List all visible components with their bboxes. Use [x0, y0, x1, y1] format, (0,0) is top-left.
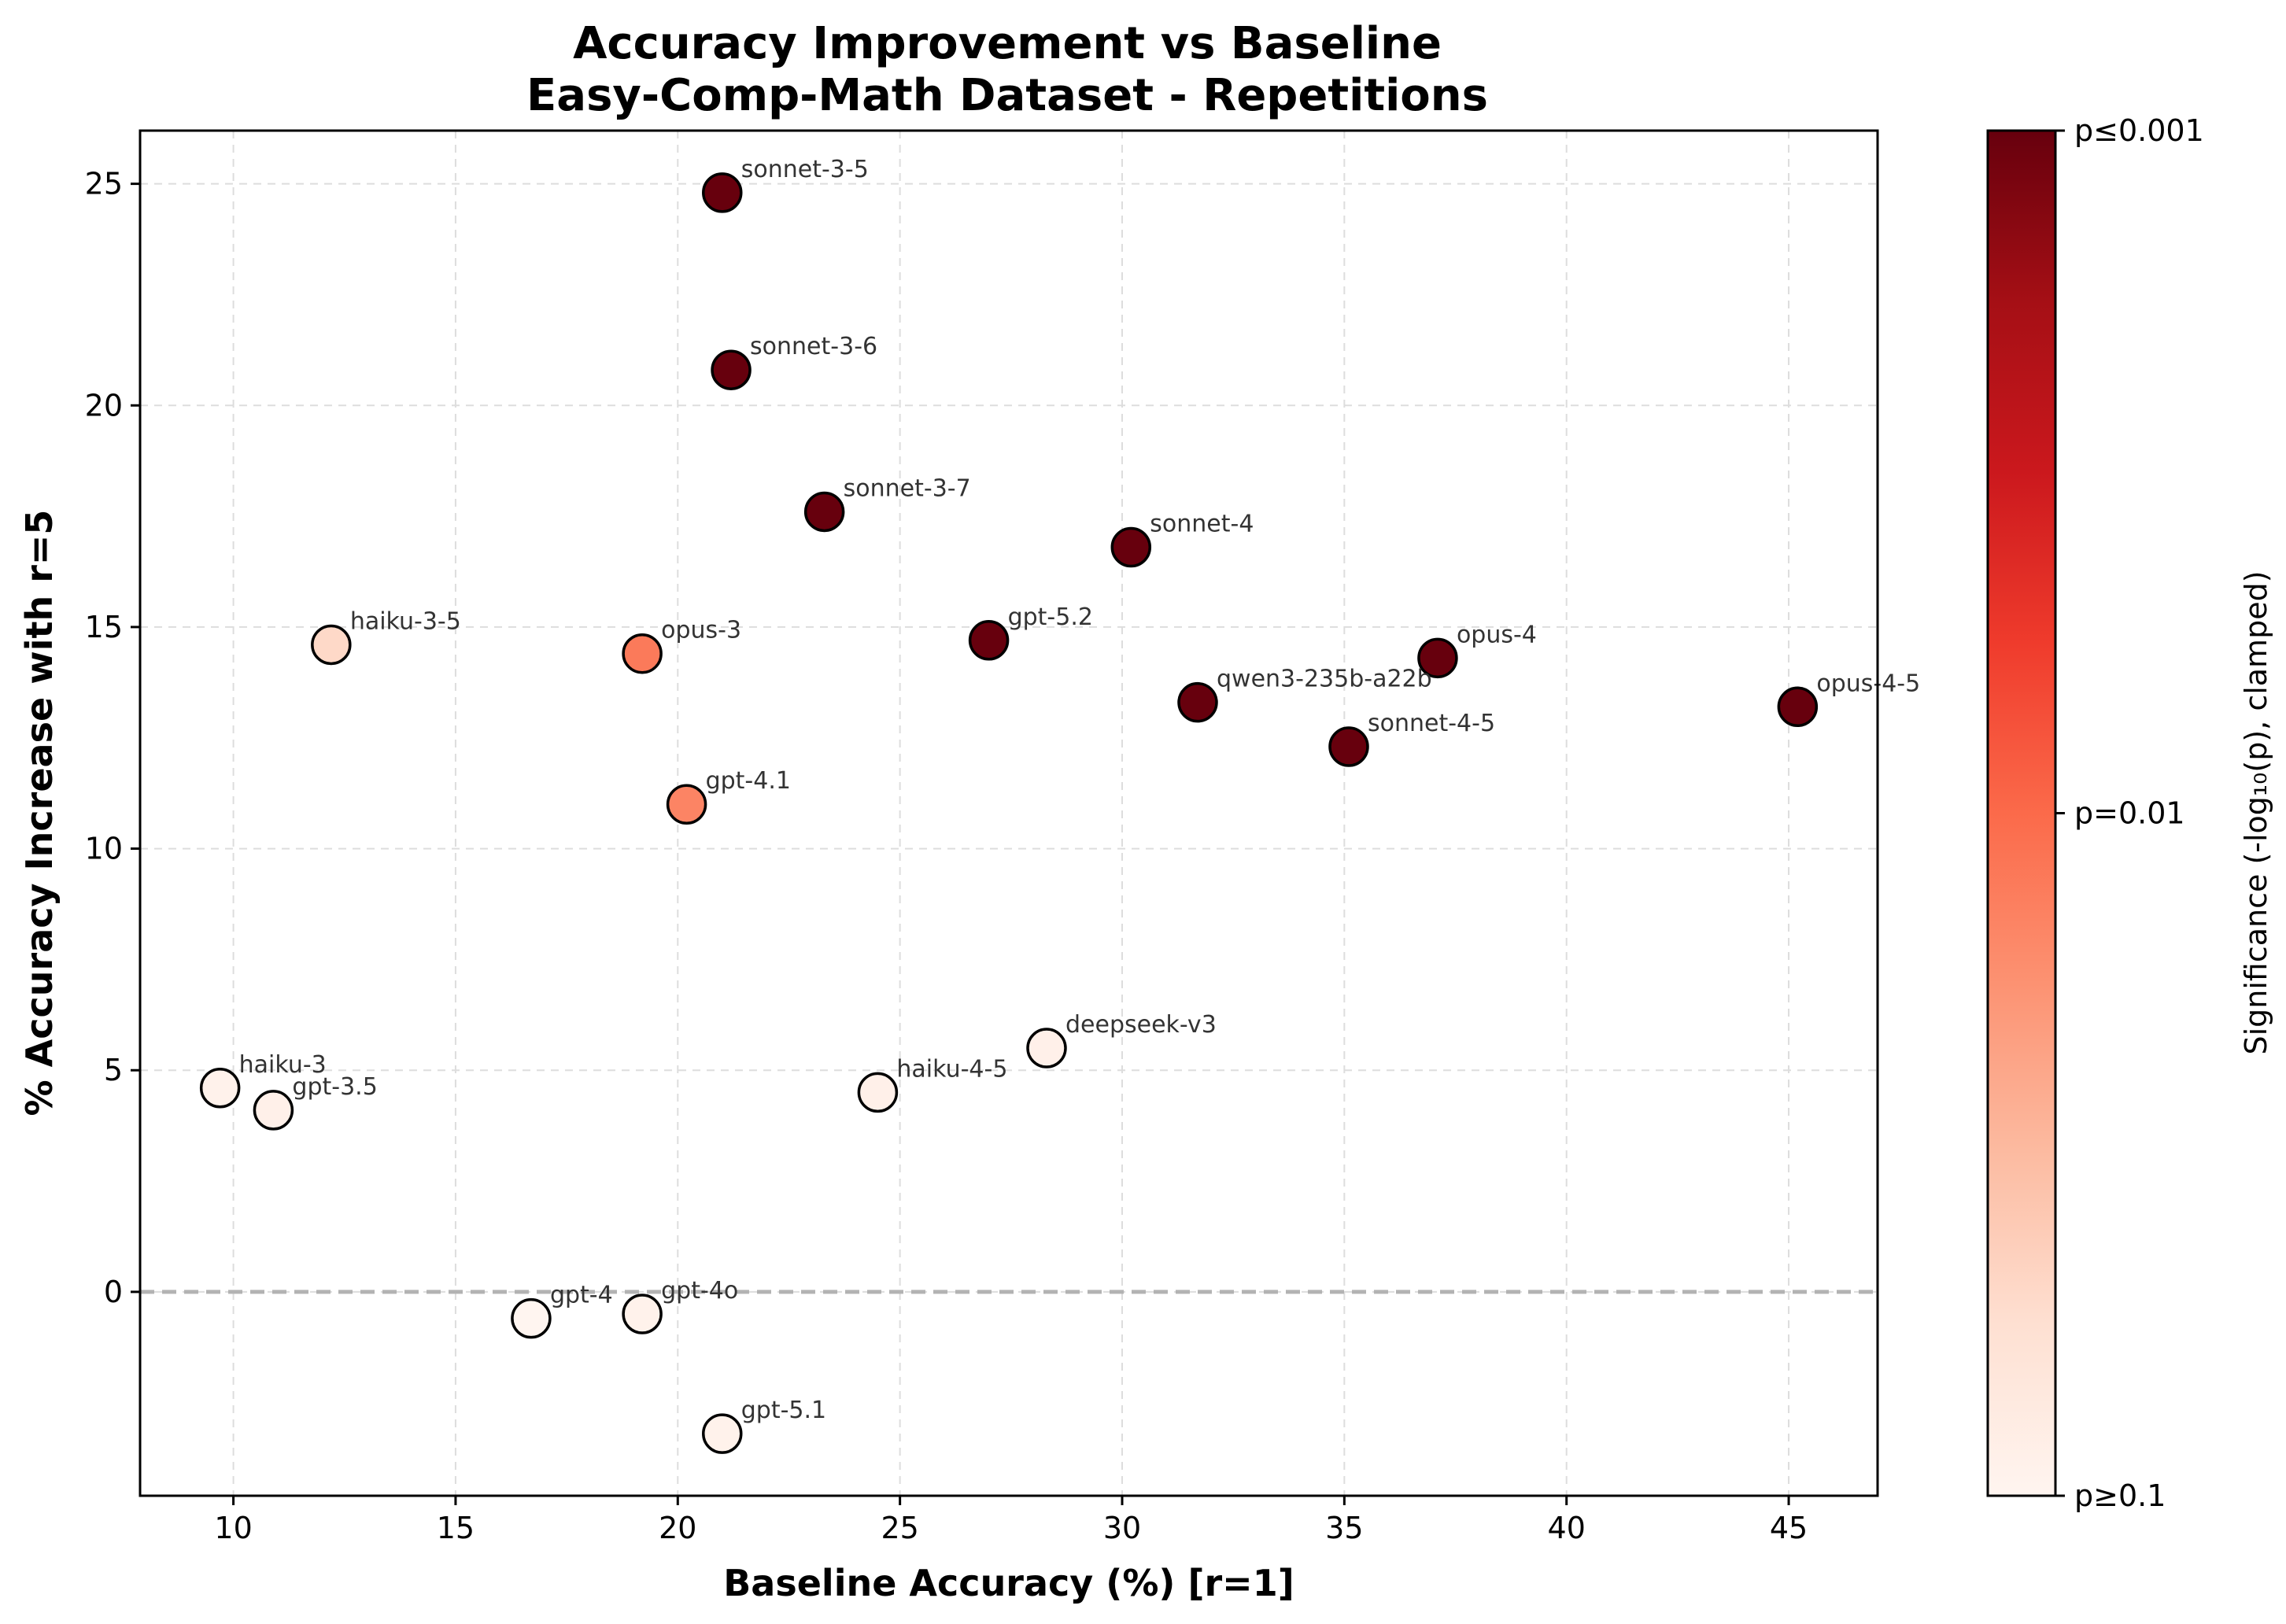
colorbar-ticks: p≤0.001 p=0.01 p≥0.1 — [2055, 113, 2204, 1513]
point-label: deepseek-v3 — [1065, 1011, 1217, 1039]
point-label: gpt-3.5 — [292, 1073, 377, 1101]
grid — [140, 131, 1878, 1496]
point-label: haiku-3 — [239, 1051, 327, 1079]
y-tick-label: 20 — [85, 388, 123, 423]
x-tick-label: 45 — [1770, 1511, 1808, 1545]
x-tick-label: 40 — [1548, 1511, 1586, 1545]
point-label: sonnet-4-5 — [1368, 710, 1495, 737]
y-tick-label: 5 — [104, 1053, 123, 1087]
y-axis-label: % Accuracy Increase with r=5 — [18, 510, 61, 1116]
y-tick-label: 0 — [104, 1275, 123, 1309]
point-label: gpt-5.1 — [741, 1397, 826, 1424]
point-label: gpt-4o — [661, 1277, 738, 1305]
data-point — [622, 633, 663, 674]
x-tick-label: 15 — [437, 1511, 475, 1545]
data-point — [311, 624, 352, 666]
plot-frame — [138, 129, 1879, 1497]
chart-title: Accuracy Improvement vs Baseline — [573, 18, 1442, 69]
y-tick-label: 15 — [85, 610, 123, 644]
y-tick-label: 10 — [85, 832, 123, 866]
data-points — [199, 172, 1819, 1454]
data-point — [666, 784, 707, 825]
point-label: sonnet-4 — [1150, 511, 1254, 538]
data-point — [1777, 686, 1819, 728]
point-label: opus-4-5 — [1816, 670, 1920, 697]
colorbar-tick-label: p=0.01 — [2074, 796, 2185, 831]
data-point — [1026, 1028, 1067, 1069]
data-point — [702, 1413, 743, 1454]
x-axis-ticks: 10 15 20 25 30 35 40 45 — [214, 1496, 1808, 1545]
data-point — [702, 172, 743, 213]
data-point — [711, 349, 752, 390]
data-point — [511, 1297, 552, 1339]
x-tick-label: 20 — [659, 1511, 696, 1545]
colorbar — [1986, 129, 2057, 1497]
y-tick-label: 25 — [85, 167, 123, 201]
data-point — [1177, 681, 1218, 723]
x-tick-label: 10 — [214, 1511, 252, 1545]
point-label: qwen3-235b-a22b — [1217, 666, 1432, 693]
point-label: gpt-4.1 — [706, 767, 791, 795]
point-label: sonnet-3-7 — [844, 474, 971, 502]
point-label: haiku-3-5 — [350, 607, 461, 635]
data-point — [803, 491, 845, 533]
data-point — [1417, 637, 1458, 679]
x-tick-label: 25 — [881, 1511, 918, 1545]
colorbar-label: Significance (-log₁₀(p), clamped) — [2239, 570, 2273, 1054]
point-label: opus-4 — [1457, 621, 1537, 648]
data-point — [968, 620, 1010, 661]
point-label: sonnet-3-6 — [750, 333, 877, 360]
data-point — [199, 1068, 241, 1109]
colorbar-tick-label: p≥0.1 — [2074, 1478, 2166, 1513]
x-tick-label: 35 — [1325, 1511, 1363, 1545]
point-label: sonnet-3-5 — [741, 156, 869, 183]
point-label: opus-3 — [661, 617, 741, 644]
point-label: gpt-4 — [550, 1282, 613, 1309]
point-labels: sonnet-3-5 sonnet-3-6 sonnet-3-7 sonnet-4 ha… — [239, 156, 1921, 1424]
x-tick-label: 30 — [1103, 1511, 1141, 1545]
data-point — [253, 1090, 294, 1131]
data-point — [857, 1072, 899, 1113]
x-axis-label: Baseline Accuracy (%) [r=1] — [723, 1562, 1294, 1604]
data-point — [622, 1294, 663, 1334]
point-label: haiku-4-5 — [896, 1055, 1007, 1083]
y-axis-ticks: 0 5 10 15 20 25 — [85, 167, 140, 1309]
point-label: gpt-5.2 — [1008, 603, 1093, 631]
chart-subtitle: Easy-Comp-Math Dataset - Repetitions — [526, 70, 1488, 121]
colorbar-tick-label: p≤0.001 — [2074, 113, 2204, 148]
data-point — [1328, 726, 1369, 767]
data-point — [1110, 526, 1152, 568]
